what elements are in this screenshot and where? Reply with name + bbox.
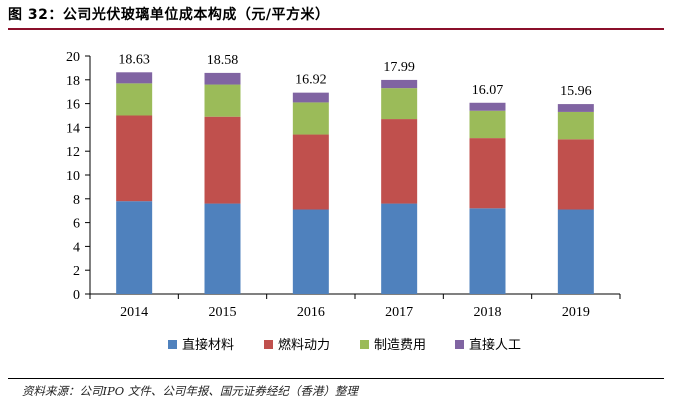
x-tick-label: 2016	[297, 305, 325, 320]
bar-segment	[557, 209, 594, 294]
bar-segment	[381, 88, 418, 120]
bar-segment	[381, 119, 418, 204]
bar-segment	[204, 84, 241, 117]
legend-swatch	[455, 340, 464, 349]
bar-segment	[557, 111, 594, 140]
legend-label: 直接人工	[469, 337, 521, 353]
bar-segment	[116, 201, 153, 294]
bar-segment	[204, 72, 241, 85]
y-tick-label: 0	[73, 288, 80, 303]
x-tick-label: 2019	[562, 305, 590, 320]
y-tick-label: 6	[73, 217, 80, 232]
total-data-label: 16.07	[472, 83, 504, 98]
legend-swatch	[264, 340, 273, 349]
total-data-label: 16.92	[295, 73, 327, 88]
bar-segment	[204, 203, 241, 294]
legend-swatch	[360, 340, 369, 349]
bar-segment	[116, 72, 153, 84]
bar-segment	[292, 209, 329, 294]
bar-segment	[292, 134, 329, 210]
bar-segment	[469, 138, 506, 209]
bar-segment	[557, 104, 594, 112]
bar-segment	[116, 115, 153, 202]
y-tick-label: 12	[66, 145, 80, 160]
stacked-bar-chart: 0 2 4 6 8 10 12 14 16 18 20 18.63 2014 18.58 2015 16.92…	[66, 50, 621, 353]
x-tick-label: 2018	[474, 305, 502, 320]
bar-segment	[116, 83, 153, 116]
legend-label: 燃料动力	[278, 337, 330, 353]
y-tick-label: 16	[66, 98, 80, 113]
y-tick-label: 4	[73, 240, 80, 255]
footer-rule	[8, 378, 664, 379]
x-tick-label: 2014	[120, 305, 148, 320]
bar-segment	[469, 102, 506, 111]
bar-segment	[381, 79, 418, 89]
bar-segment	[557, 139, 594, 210]
y-tick-label: 18	[66, 74, 80, 89]
total-data-label: 18.63	[118, 52, 150, 67]
legend-label: 直接材料	[182, 337, 234, 353]
y-tick-label: 2	[73, 264, 80, 279]
bar-segment	[292, 102, 329, 135]
legend-swatch	[168, 340, 177, 349]
x-tick-label: 2017	[385, 305, 413, 320]
y-tick-label: 8	[73, 193, 80, 208]
bar-segment	[204, 116, 241, 204]
figure-title: 图 32：公司光伏玻璃单位成本构成（元/平方米）	[8, 7, 330, 23]
y-tick-label: 20	[66, 50, 80, 65]
bar-segment	[292, 92, 329, 103]
bar-segment	[381, 203, 418, 294]
y-tick-label: 10	[66, 169, 80, 184]
title-rule	[8, 28, 664, 30]
y-tick-label: 14	[66, 121, 80, 136]
bar-segment	[469, 208, 506, 294]
bar-segment	[469, 110, 506, 139]
x-tick-label: 2015	[209, 305, 237, 320]
source-note: 资料来源：公司IPO 文件、公司年报、国元证券经纪（香港）整理	[22, 384, 358, 398]
total-data-label: 15.96	[560, 84, 592, 99]
legend-label: 制造费用	[374, 338, 426, 353]
total-data-label: 17.99	[383, 60, 415, 75]
total-data-label: 18.58	[207, 53, 239, 68]
